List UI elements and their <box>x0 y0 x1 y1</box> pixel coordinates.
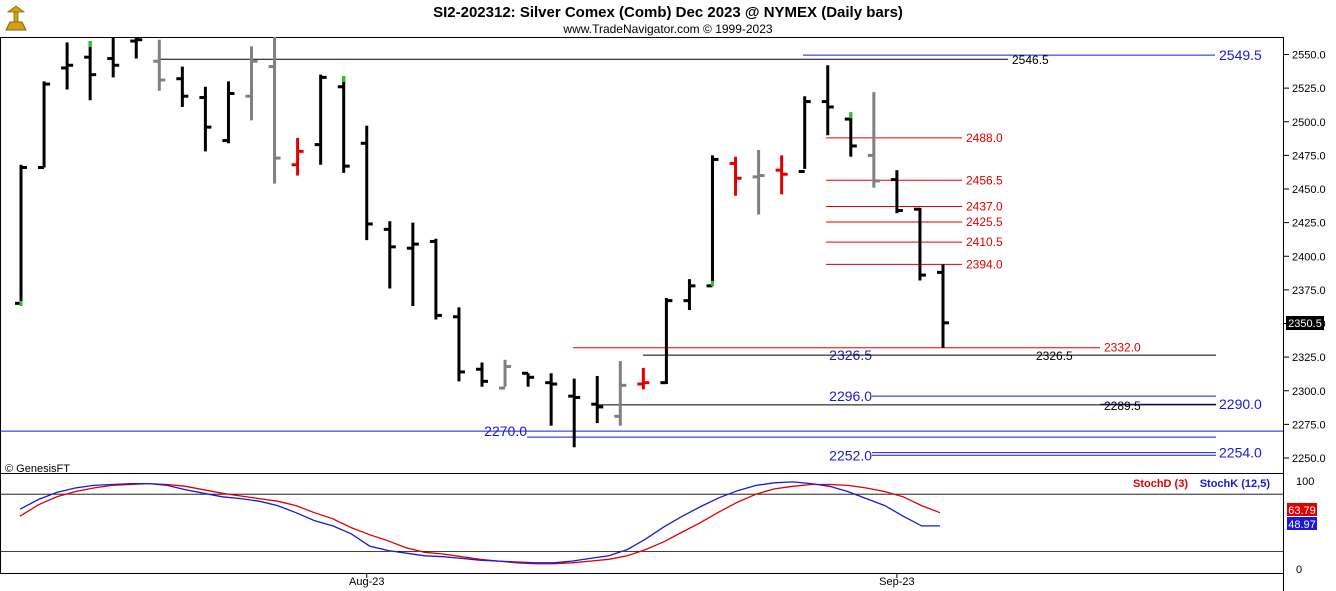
red-level-label: 2410.5 <box>966 235 1003 249</box>
x-axis: Aug-23 Sep-23 <box>349 573 915 588</box>
price-bar <box>107 37 120 78</box>
red-level-label: 2394.0 <box>966 257 1003 271</box>
price-bar <box>130 37 143 59</box>
price-bar <box>568 378 581 448</box>
price-tick-label: 2550.0 <box>1292 50 1326 62</box>
price-bar <box>706 155 719 288</box>
price-tick-label: 2300.0 <box>1292 386 1326 398</box>
price-bar <box>499 359 512 390</box>
stochastic-panel <box>0 481 1283 565</box>
blue-level-label: 2290.0 <box>1219 396 1262 412</box>
price-bar <box>429 238 442 320</box>
price-tick-label: 2525.0 <box>1292 83 1326 95</box>
stochk-last-label: 48.97 <box>1288 519 1316 531</box>
stochk-last-marker: 48.97 <box>1287 517 1317 531</box>
stoch-panel-frame <box>0 473 1284 574</box>
price-bar <box>867 92 880 188</box>
blue-level-label: 2549.5 <box>1219 47 1262 63</box>
price-bar <box>291 137 304 176</box>
price-tick-label: 2375.0 <box>1292 285 1326 297</box>
price-bar <box>245 46 258 121</box>
red-level-label: 2456.5 <box>966 173 1003 187</box>
price-bar <box>729 156 742 196</box>
price-axis: 2550.0 2525.0 2500.0 2475.0 2450.0 2425.0 2400… <box>1283 50 1326 465</box>
black-level-label: 2326.5 <box>1036 349 1073 363</box>
price-bars <box>15 37 949 448</box>
price-tick-label: 2250.0 <box>1292 453 1326 465</box>
price-tick-label: 2475.0 <box>1292 150 1326 162</box>
price-tick-label: 2275.0 <box>1292 419 1326 431</box>
price-bar <box>821 65 834 136</box>
price-bar <box>591 375 604 424</box>
stoch-tick-100: 100 <box>1296 476 1314 488</box>
price-bar <box>268 37 281 184</box>
price-bar <box>406 222 419 307</box>
price-panel-frame <box>0 37 1284 474</box>
price-bar <box>937 264 949 348</box>
x-tick-label: Aug-23 <box>349 576 384 588</box>
price-bar <box>383 221 396 289</box>
price-bar <box>452 307 465 382</box>
legend-stochk: StochK (12,5) <box>1200 478 1271 490</box>
last-price-label: 2350.5 <box>1288 318 1322 330</box>
price-bar <box>913 207 926 281</box>
legend-stochd: StochD (3) <box>1133 478 1188 490</box>
chart-title: SI2-202312: Silver Comex (Comb) Dec 2023… <box>433 4 903 21</box>
blue-level-label: 2296.0 <box>829 388 872 404</box>
stochd-last-marker: 63.79 <box>1287 503 1317 517</box>
red-level-label: 2437.0 <box>966 199 1003 213</box>
red-level-label: 2425.5 <box>966 215 1003 229</box>
price-tick-label: 2400.0 <box>1292 251 1326 263</box>
price-bar <box>199 86 212 152</box>
price-bar <box>775 155 788 195</box>
price-levels: 2488.0 2456.5 2437.0 2425.5 2410.5 2394.0 2332… <box>0 47 1283 463</box>
price-bar <box>337 76 350 173</box>
price-tick-label: 2425.0 <box>1292 218 1326 230</box>
stochd-line <box>19 482 941 565</box>
blue-level-label: 2270.0 <box>484 423 527 439</box>
red-level-label: 2488.0 <box>966 131 1003 145</box>
price-bar <box>61 42 74 90</box>
copyright-label: © GenesisFT <box>5 463 70 475</box>
black-level-label: 2546.5 <box>1012 53 1049 67</box>
price-bar <box>153 39 166 91</box>
price-bar <box>222 81 235 144</box>
price-bar <box>545 373 558 426</box>
red-level-label: 2332.0 <box>1104 341 1141 355</box>
price-bar <box>38 81 51 169</box>
stochk-line <box>19 481 940 564</box>
price-tick-label: 2450.0 <box>1292 184 1326 196</box>
price-bar <box>683 279 696 311</box>
price-tick-label: 2325.0 <box>1292 352 1326 364</box>
stoch-tick-0: 0 <box>1296 564 1302 576</box>
price-bar <box>176 66 189 107</box>
chart-subtitle: www.TradeNavigator.com © 1999-2023 <box>562 22 772 36</box>
blue-level-label: 2254.0 <box>1219 445 1262 461</box>
price-bar <box>84 41 97 101</box>
price-bar <box>798 96 811 174</box>
blue-level-label: 2252.0 <box>829 447 872 463</box>
last-price-marker: 2350.5 <box>1286 316 1324 330</box>
price-bar <box>522 371 535 387</box>
price-bar <box>752 149 765 215</box>
price-bar <box>15 164 27 307</box>
price-bar <box>637 367 650 390</box>
price-bar <box>890 170 903 214</box>
price-bar <box>360 125 373 241</box>
price-bar <box>476 362 488 387</box>
black-level-label: 2289.5 <box>1104 399 1141 413</box>
price-bar <box>660 297 673 385</box>
x-tick-label: Sep-23 <box>879 576 914 588</box>
price-bar <box>314 74 327 165</box>
price-bar <box>614 361 627 426</box>
price-tick-label: 2500.0 <box>1292 117 1326 129</box>
price-bar <box>844 112 857 157</box>
genesis-logo-icon <box>5 5 27 31</box>
stochd-last-label: 63.79 <box>1288 505 1316 517</box>
